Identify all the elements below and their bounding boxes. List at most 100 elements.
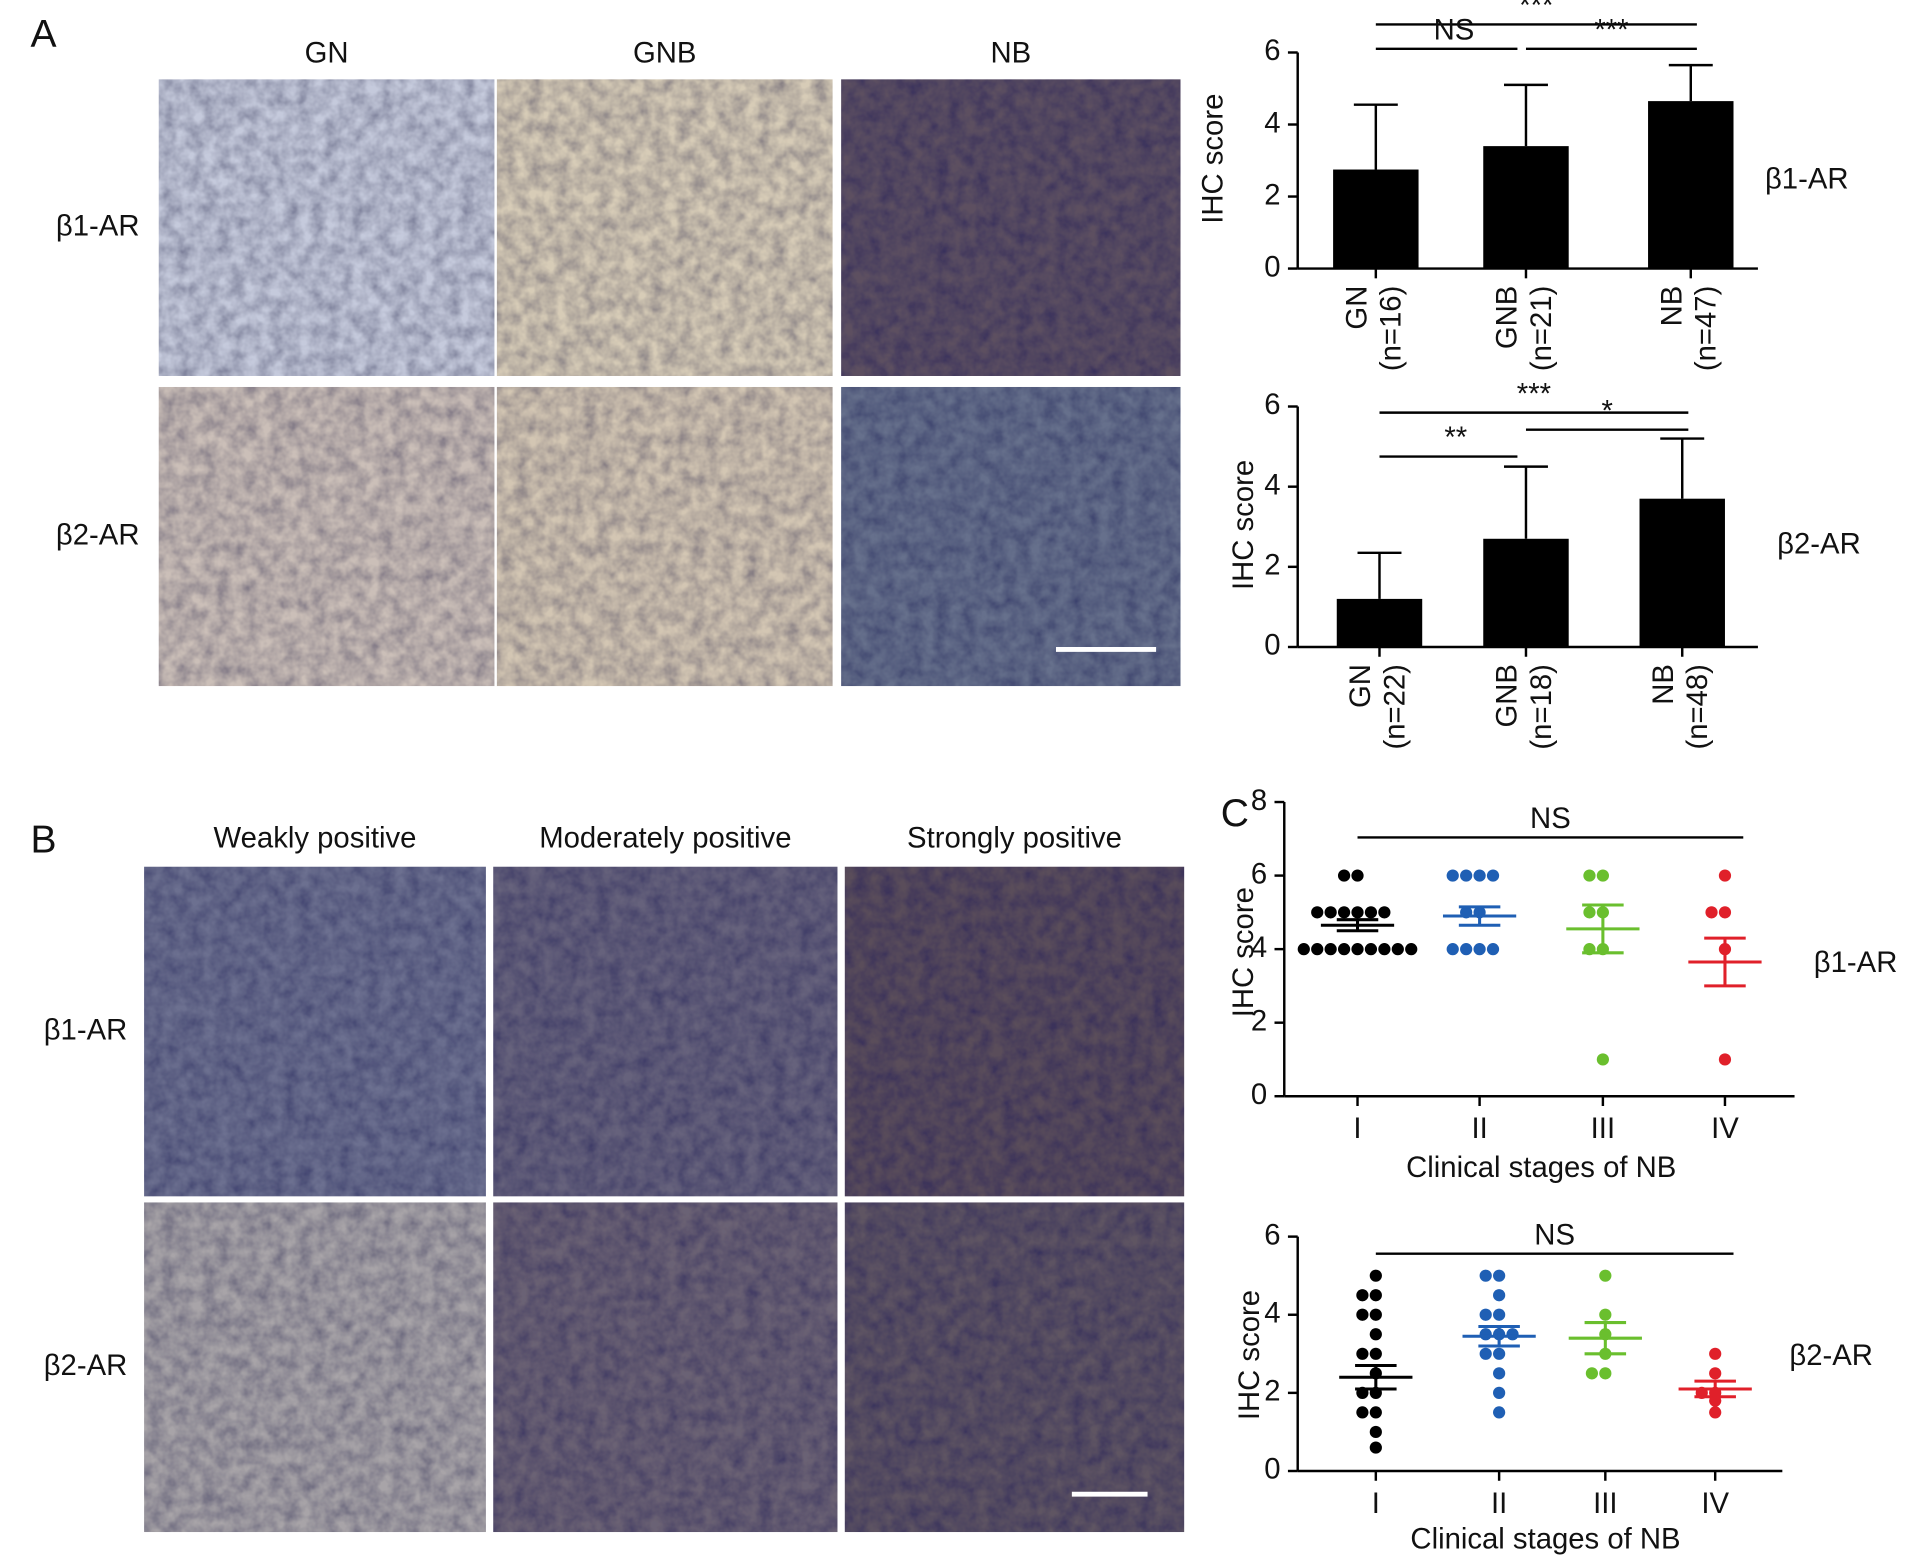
- data-point: [1718, 869, 1732, 882]
- data-point: [1506, 1328, 1519, 1341]
- y-tick-label: 4: [1264, 106, 1280, 139]
- bar: [1336, 598, 1423, 647]
- data-point: [1337, 906, 1351, 919]
- bar: [1648, 101, 1734, 269]
- micrograph: [493, 1202, 838, 1533]
- column-label: Moderately positive: [539, 822, 791, 855]
- data-point: [1356, 1308, 1369, 1321]
- y-tick-label: 2: [1264, 178, 1280, 211]
- data-point: [1324, 906, 1337, 919]
- row-label: β2-AR: [56, 518, 140, 551]
- data-point: [1596, 1053, 1609, 1066]
- side-label: β2-AR: [1777, 527, 1861, 560]
- x-tick-label: GN: [1340, 286, 1373, 330]
- y-tick-label: 6: [1264, 34, 1280, 67]
- x-tick-label: NB: [1647, 664, 1680, 705]
- y-tick-label: 4: [1264, 468, 1280, 501]
- data-point: [1709, 1347, 1722, 1360]
- data-point: [1583, 869, 1596, 882]
- x-tick-sublabel: (n=47): [1690, 286, 1723, 371]
- significance-label: NS: [1530, 802, 1571, 835]
- y-tick-label: 0: [1264, 1453, 1280, 1486]
- x-tick-label: IV: [1701, 1487, 1729, 1520]
- micrograph: [496, 79, 833, 376]
- y-tick-label: 6: [1264, 1218, 1280, 1251]
- data-point: [1493, 1289, 1506, 1302]
- data-point: [1378, 906, 1391, 919]
- data-point: [1493, 1367, 1506, 1380]
- data-point: [1337, 943, 1351, 956]
- column-label: GN: [305, 37, 349, 70]
- significance-label: NS: [1534, 1218, 1575, 1251]
- data-point: [1585, 1367, 1599, 1380]
- significance-label: *: [1601, 394, 1612, 427]
- data-point: [1369, 1328, 1382, 1341]
- data-point: [1718, 906, 1732, 919]
- data-point: [1356, 1406, 1369, 1419]
- x-tick-label: I: [1372, 1487, 1380, 1520]
- data-point: [1479, 1308, 1492, 1321]
- data-point: [1493, 1347, 1506, 1360]
- x-axis-label: Clinical stages of NB: [1406, 1151, 1676, 1184]
- significance-label: ***: [1519, 0, 1553, 22]
- data-point: [1369, 1425, 1382, 1439]
- significance-label: ***: [1594, 13, 1628, 46]
- data-point: [1351, 906, 1364, 919]
- micrograph: [144, 1202, 486, 1533]
- x-tick-sublabel: (n=18): [1525, 664, 1558, 749]
- y-tick-label: 0: [1264, 629, 1280, 662]
- data-point: [1356, 1347, 1369, 1360]
- data-point: [1479, 1269, 1492, 1282]
- y-tick-label: 4: [1264, 1296, 1280, 1329]
- x-tick-sublabel: (n=16): [1375, 286, 1408, 371]
- y-axis-label: IHC score: [1196, 94, 1229, 224]
- x-tick-label: NB: [1655, 286, 1688, 327]
- y-axis-label: IHC score: [1227, 887, 1260, 1017]
- column-label: Weakly positive: [214, 822, 417, 855]
- data-point: [1311, 943, 1324, 956]
- data-point: [1369, 1347, 1382, 1360]
- side-label: β1-AR: [1765, 162, 1849, 195]
- x-tick-sublabel: (n=48): [1681, 664, 1714, 749]
- panel-label: B: [31, 819, 57, 862]
- x-tick-label: GN: [1344, 664, 1377, 708]
- micrograph: [158, 386, 495, 687]
- y-tick-label: 8: [1251, 784, 1267, 817]
- y-tick-label: 4: [1251, 931, 1267, 964]
- data-point: [1486, 943, 1500, 956]
- y-tick-label: 6: [1264, 388, 1280, 421]
- data-point: [1391, 943, 1404, 956]
- data-point: [1583, 906, 1596, 919]
- x-tick-label: III: [1591, 1112, 1615, 1145]
- y-axis-label: IHC score: [1227, 460, 1260, 590]
- data-point: [1369, 1308, 1382, 1321]
- x-tick-label: III: [1593, 1487, 1617, 1520]
- data-point: [1337, 869, 1351, 882]
- y-tick-label: 2: [1264, 1375, 1280, 1408]
- data-point: [1599, 1308, 1612, 1321]
- data-point: [1486, 869, 1500, 882]
- data-point: [1718, 1053, 1732, 1066]
- y-tick-label: 0: [1251, 1078, 1267, 1111]
- micrograph: [496, 386, 833, 687]
- x-tick-sublabel: (n=22): [1378, 664, 1411, 749]
- bar: [1333, 169, 1419, 269]
- data-point: [1709, 1406, 1722, 1419]
- micrograph: [844, 866, 1185, 1197]
- panel-label: A: [31, 13, 57, 56]
- data-point: [1493, 1308, 1506, 1321]
- x-tick-sublabel: (n=21): [1525, 286, 1558, 371]
- panel-label: C: [1221, 792, 1249, 835]
- data-point: [1369, 1406, 1382, 1419]
- data-point: [1297, 943, 1310, 956]
- x-tick-label: IV: [1711, 1112, 1739, 1145]
- data-point: [1351, 869, 1364, 882]
- data-point: [1351, 943, 1364, 956]
- significance-label: ***: [1517, 377, 1551, 410]
- bar: [1483, 538, 1569, 647]
- bar: [1483, 146, 1569, 269]
- data-point: [1324, 943, 1337, 956]
- data-point: [1405, 943, 1418, 956]
- data-point: [1493, 1269, 1506, 1282]
